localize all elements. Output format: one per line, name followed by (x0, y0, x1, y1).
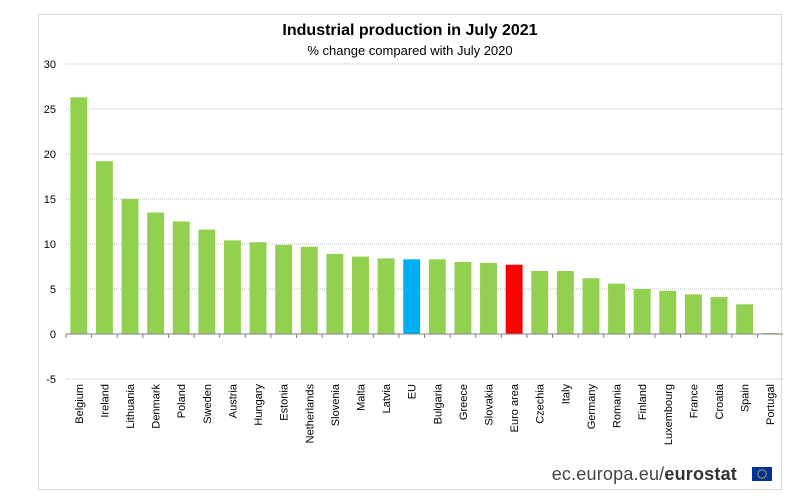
bar-netherlands[interactable] (300, 246, 318, 334)
x-tick-label: Hungary (253, 384, 265, 426)
flag-star (759, 469, 761, 472)
x-tick-label: Latvia (381, 383, 393, 413)
chart-subtitle: % change compared with July 2020 (307, 43, 513, 58)
x-tick-label: Slovenia (330, 383, 342, 426)
x-tick-label: Poland (176, 384, 188, 418)
chart-frame (38, 14, 782, 490)
y-tick-label: 10 (44, 239, 56, 251)
axes (65, 333, 783, 338)
x-tick-label: Estonia (279, 383, 291, 421)
bar-lithuania[interactable] (121, 199, 139, 334)
x-tick-label: Romania (612, 383, 624, 428)
x-tick-label: Finland (637, 384, 649, 420)
flag-star (764, 471, 767, 473)
x-tick-label: Slovakia (484, 383, 496, 425)
x-tick-label: Germany (586, 384, 598, 430)
bars (70, 97, 779, 335)
bar-estonia[interactable] (275, 244, 293, 334)
x-tick-labels: Belgium Ireland Lithuania Denmark Poland Swed… (74, 383, 777, 445)
flag-star (763, 476, 765, 479)
bar-romania[interactable] (608, 283, 626, 334)
bar-luxembourg[interactable] (659, 290, 677, 334)
bar-ireland[interactable] (95, 161, 113, 334)
source-prefix: ec.europa.eu/ (551, 464, 665, 484)
flag-star (757, 475, 760, 477)
flag-star (757, 473, 759, 475)
y-tick-label: 15 (44, 194, 56, 206)
bar-latvia[interactable] (377, 258, 395, 334)
bar-greece[interactable] (454, 262, 472, 334)
x-tick-label: Lithuania (125, 383, 137, 429)
x-tick-label: Greece (458, 384, 470, 420)
y-tick-label: 5 (50, 284, 56, 296)
bar-sweden[interactable] (198, 229, 216, 334)
y-tick-label: 0 (50, 329, 56, 341)
x-tick-label: Ireland (99, 384, 111, 418)
y-tick-label: 20 (44, 149, 56, 161)
x-tick-label: Sweden (202, 384, 214, 424)
bar-euro-area[interactable] (505, 264, 523, 334)
bar-malta[interactable] (352, 256, 369, 334)
bar-germany[interactable] (582, 278, 600, 334)
flag-star (764, 475, 767, 477)
x-tick-label: Euro area (509, 383, 521, 432)
bar-eu[interactable] (403, 259, 421, 334)
x-tick-label: Malta (355, 383, 367, 411)
bar-czechia[interactable] (531, 271, 549, 334)
bar-austria[interactable] (223, 240, 241, 334)
bar-croatia[interactable] (710, 297, 728, 334)
flag-star (763, 469, 765, 472)
x-tick-label: Austria (227, 383, 239, 418)
x-tick-label: Luxembourg (663, 384, 675, 445)
x-tick-label: Denmark (151, 384, 163, 429)
x-tick-label: EU (407, 384, 419, 399)
flag-star (761, 469, 763, 471)
x-tick-label: Czechia (535, 383, 547, 424)
y-tick-labels: 30 25 20 15 10 5 0 -5 (44, 59, 56, 386)
y-tick-label: -5 (46, 374, 56, 386)
flag-star (757, 471, 760, 473)
bar-italy[interactable] (556, 271, 574, 334)
x-tick-label: Portugal (765, 384, 777, 425)
chart-title: Industrial production in July 2021 (282, 22, 538, 39)
bar-poland[interactable] (172, 221, 190, 335)
y-tick-label: 30 (44, 59, 56, 71)
bar-spain[interactable] (736, 304, 754, 334)
bar-denmark[interactable] (147, 212, 165, 335)
x-tick-label: Netherlands (304, 384, 316, 444)
bar-belgium[interactable] (70, 97, 88, 334)
bar-hungary[interactable] (249, 242, 267, 334)
bar-slovakia[interactable] (480, 262, 497, 334)
flag-star (759, 476, 761, 479)
bar-finland[interactable] (633, 289, 651, 334)
x-tick-label: Croatia (714, 383, 726, 419)
flag-star (761, 477, 763, 479)
x-tick-label: France (688, 384, 700, 418)
x-tick-label: Bulgaria (432, 383, 444, 424)
y-tick-label: 25 (44, 104, 56, 116)
x-tick-label: Italy (560, 384, 572, 405)
x-tick-label: Belgium (74, 384, 86, 424)
source-footer[interactable]: ec.europa.eu/eurostat (552, 464, 737, 485)
flag-star (765, 473, 767, 475)
eu-flag-icon (752, 467, 772, 481)
gridlines (66, 63, 783, 380)
bar-bulgaria[interactable] (428, 259, 446, 334)
bar-slovenia[interactable] (326, 253, 344, 334)
x-tick-label: Spain (740, 384, 752, 412)
source-brand: eurostat (664, 464, 737, 484)
bar-france[interactable] (684, 294, 702, 334)
